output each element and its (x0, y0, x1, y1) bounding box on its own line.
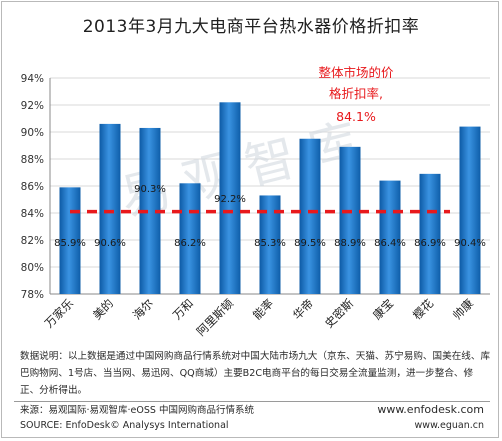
bar (339, 146, 361, 294)
y-tick-label: 88% (21, 154, 44, 166)
x-category-label: 帅康 (450, 296, 477, 323)
x-category-label: 万和 (170, 296, 196, 322)
x-category-label: 樱花 (410, 296, 437, 323)
bar (299, 138, 321, 294)
bar (139, 127, 161, 294)
x-category-label: 康宝 (370, 296, 396, 322)
website-enfodesk: www.enfodesk.com (377, 403, 484, 416)
x-category-label: 海尔 (130, 296, 156, 322)
bar-value-label: 92.2% (214, 194, 246, 205)
bar-value-label: 86.4% (374, 238, 406, 249)
bar-value-label: 88.9% (334, 238, 366, 249)
y-tick-label: 94% (21, 73, 44, 85)
x-category-label: 万家乐 (42, 296, 77, 331)
bar (219, 102, 241, 294)
bar-value-label: 90.6% (94, 238, 126, 249)
x-category-label: 美的 (90, 296, 116, 322)
y-tick-label: 84% (21, 208, 44, 220)
bar-value-label: 90.4% (454, 238, 486, 249)
bar-value-label: 85.9% (54, 238, 86, 249)
x-category-label: 史密斯 (322, 296, 357, 331)
x-category-label: 能率 (250, 296, 276, 322)
bar-value-label: 86.9% (414, 238, 446, 249)
bar (419, 173, 441, 294)
bar (379, 180, 401, 294)
y-tick-label: 90% (21, 127, 44, 139)
annotation-line2: 格折扣率, (329, 86, 383, 101)
bar-value-label: 86.2% (174, 238, 206, 249)
source-en: SOURCE: EnfoDesk© Analysys International (20, 420, 229, 431)
bar (99, 123, 121, 295)
y-tick-label: 82% (21, 235, 44, 247)
y-tick-label: 80% (21, 262, 44, 274)
x-category-label: 华帝 (290, 296, 316, 322)
divider (14, 401, 490, 402)
bar-value-label: 85.3% (254, 238, 286, 249)
bar-value-label: 89.5% (294, 238, 326, 249)
bar (59, 187, 81, 294)
data-note: 数据说明：以上数据是通过中国网购商品行情系统对中国大陆市场九大（京东、天猫、苏宁… (20, 351, 491, 396)
annotation-value: 84.1% (336, 109, 376, 124)
bar (259, 195, 281, 294)
y-tick-label: 92% (21, 100, 44, 112)
website-eguan: www.eguan.cn (414, 420, 484, 431)
x-category-label: 阿里斯顿 (194, 296, 237, 339)
source-cn: 来源：易观国际·易观智库·eOSS 中国网购商品行情系统 (20, 405, 254, 416)
bar (459, 126, 481, 294)
chart-title: 2013年3月九大电商平台热水器价格折扣率 (82, 17, 420, 37)
bar-value-label: 90.3% (134, 184, 166, 195)
annotation-line1: 整体市场的价 (318, 65, 394, 80)
y-tick-label: 86% (21, 181, 44, 193)
y-tick-label: 78% (21, 289, 44, 301)
